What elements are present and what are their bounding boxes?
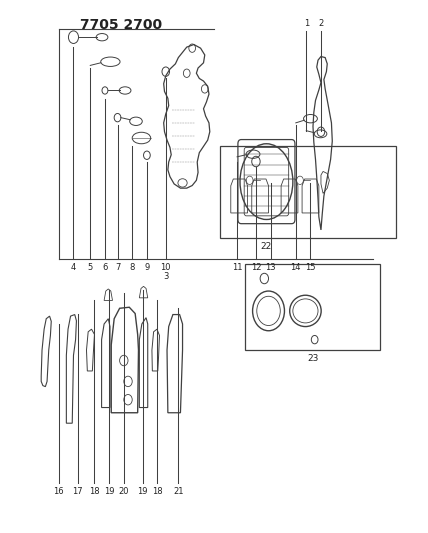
Text: 9: 9 (144, 263, 149, 272)
Text: 18: 18 (89, 488, 100, 496)
Text: 22: 22 (261, 243, 272, 252)
Text: 6: 6 (102, 263, 107, 272)
Text: 12: 12 (251, 263, 261, 272)
Text: 17: 17 (72, 488, 83, 496)
Text: 20: 20 (119, 488, 129, 496)
Text: 4: 4 (71, 263, 76, 272)
Text: 2: 2 (318, 19, 324, 28)
Text: 19: 19 (137, 488, 148, 496)
Text: 7705 2700: 7705 2700 (80, 19, 162, 33)
Text: 7: 7 (115, 263, 120, 272)
Text: 19: 19 (104, 488, 114, 496)
Text: 10: 10 (160, 263, 171, 272)
Text: 5: 5 (88, 263, 93, 272)
Text: 3: 3 (163, 272, 169, 281)
Text: 11: 11 (232, 263, 242, 272)
Text: 21: 21 (173, 488, 184, 496)
Text: 23: 23 (307, 354, 318, 364)
Bar (220, 147, 396, 238)
Text: 8: 8 (130, 263, 135, 272)
Text: 14: 14 (291, 263, 301, 272)
Text: 18: 18 (152, 488, 163, 496)
Bar (245, 264, 380, 350)
Text: 1: 1 (303, 19, 309, 28)
Text: 16: 16 (54, 488, 64, 496)
Text: 15: 15 (305, 263, 316, 272)
Text: 13: 13 (265, 263, 276, 272)
